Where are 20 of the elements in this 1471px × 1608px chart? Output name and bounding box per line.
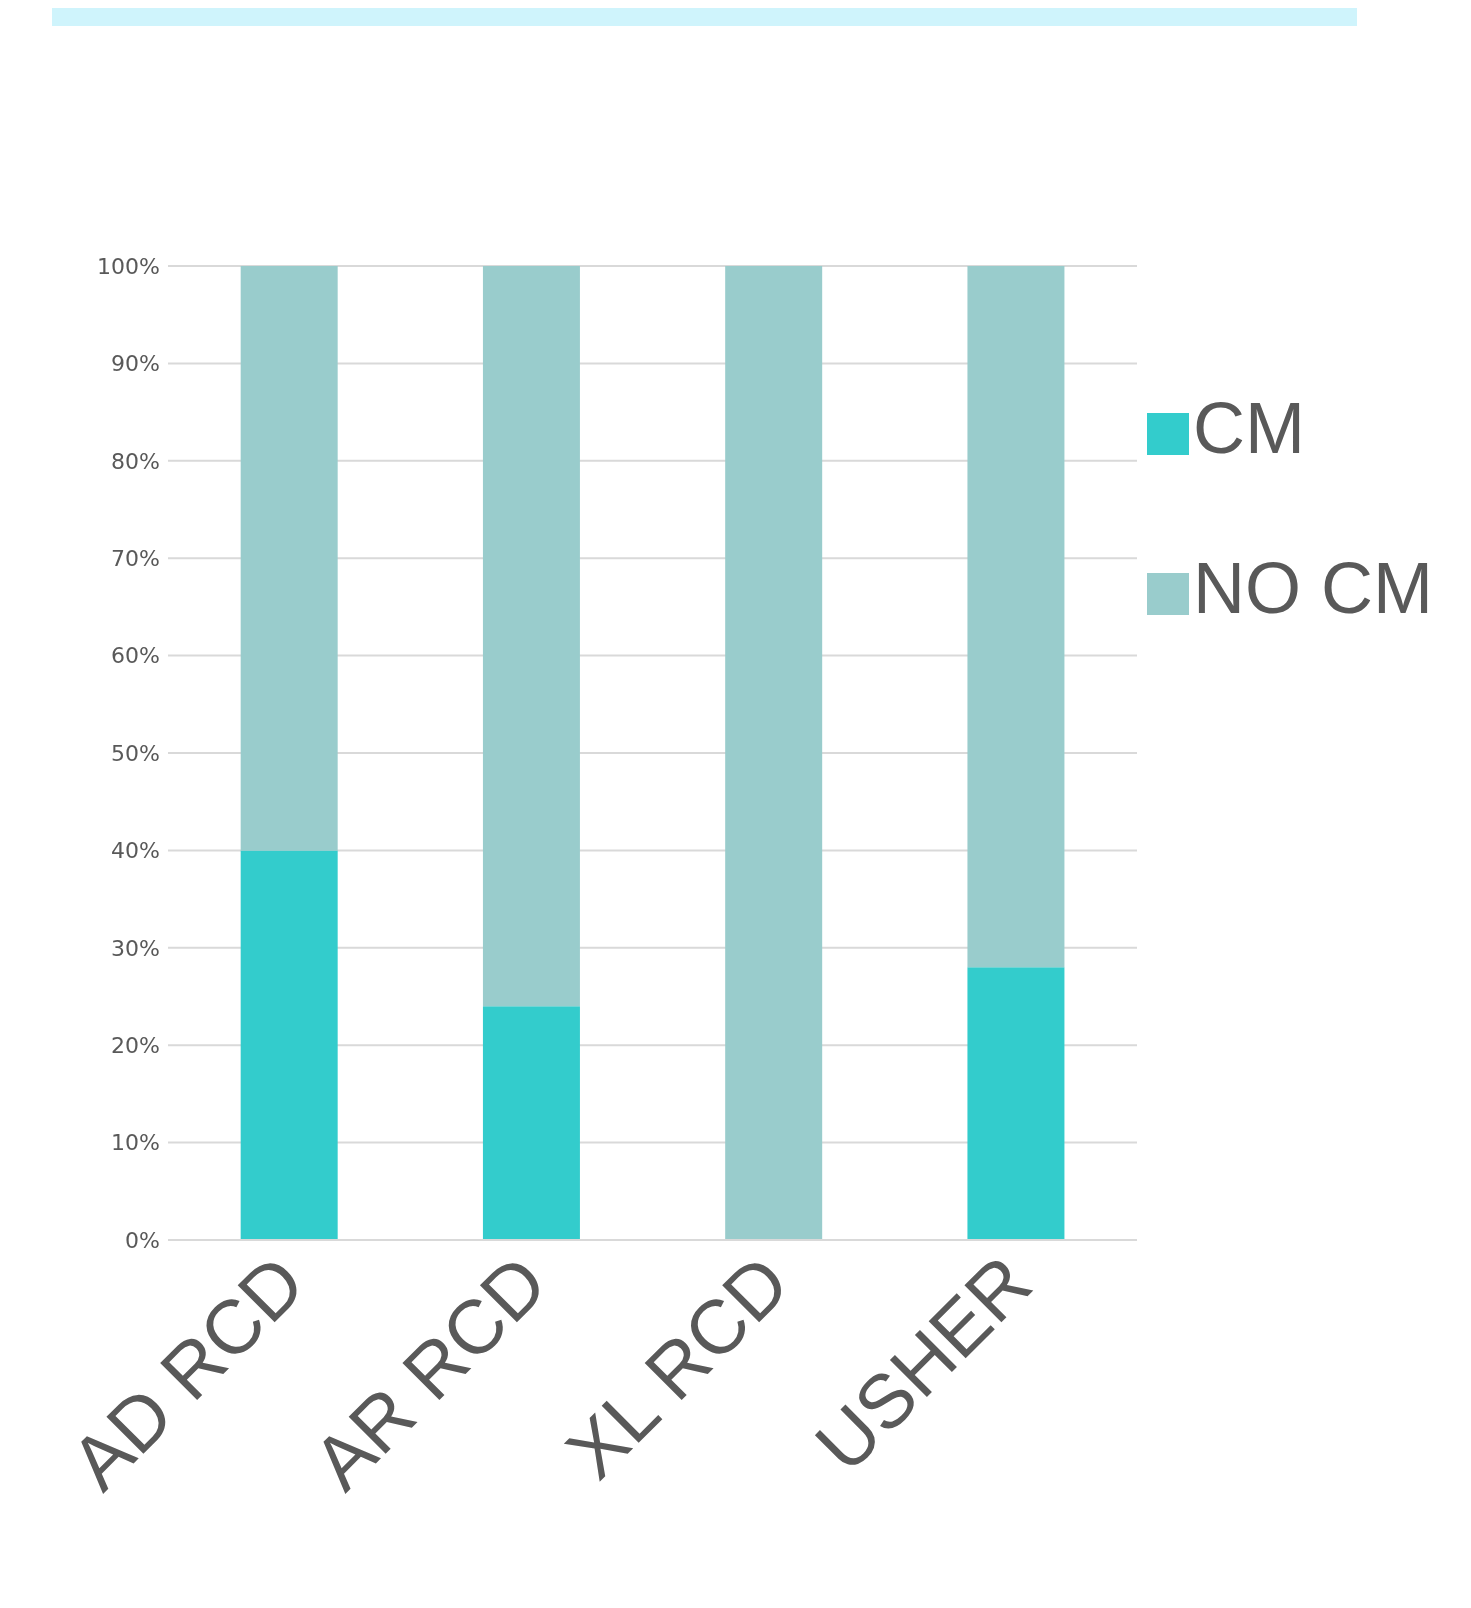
bar <box>240 850 338 1240</box>
legend-label: CM <box>1193 388 1305 468</box>
legend-label: NO CM <box>1193 548 1433 628</box>
y-tick-label: 40% <box>111 838 160 864</box>
bar <box>482 266 580 1007</box>
y-tick-label: 100% <box>97 253 160 279</box>
y-tick-label: 10% <box>111 1130 160 1156</box>
y-tick-label: 90% <box>111 351 160 377</box>
bar <box>482 1006 580 1240</box>
bar <box>967 967 1065 1240</box>
bar <box>725 266 823 1240</box>
bar <box>967 266 1065 968</box>
y-tick-label: 80% <box>111 448 160 474</box>
y-tick-label: 70% <box>111 546 160 572</box>
y-tick-label: 50% <box>111 740 160 766</box>
y-tick-label: 20% <box>111 1033 160 1059</box>
y-tick-label: 30% <box>111 935 160 961</box>
y-tick-label: 60% <box>111 643 160 669</box>
bar <box>240 266 338 851</box>
y-tick-label: 0% <box>125 1227 160 1253</box>
